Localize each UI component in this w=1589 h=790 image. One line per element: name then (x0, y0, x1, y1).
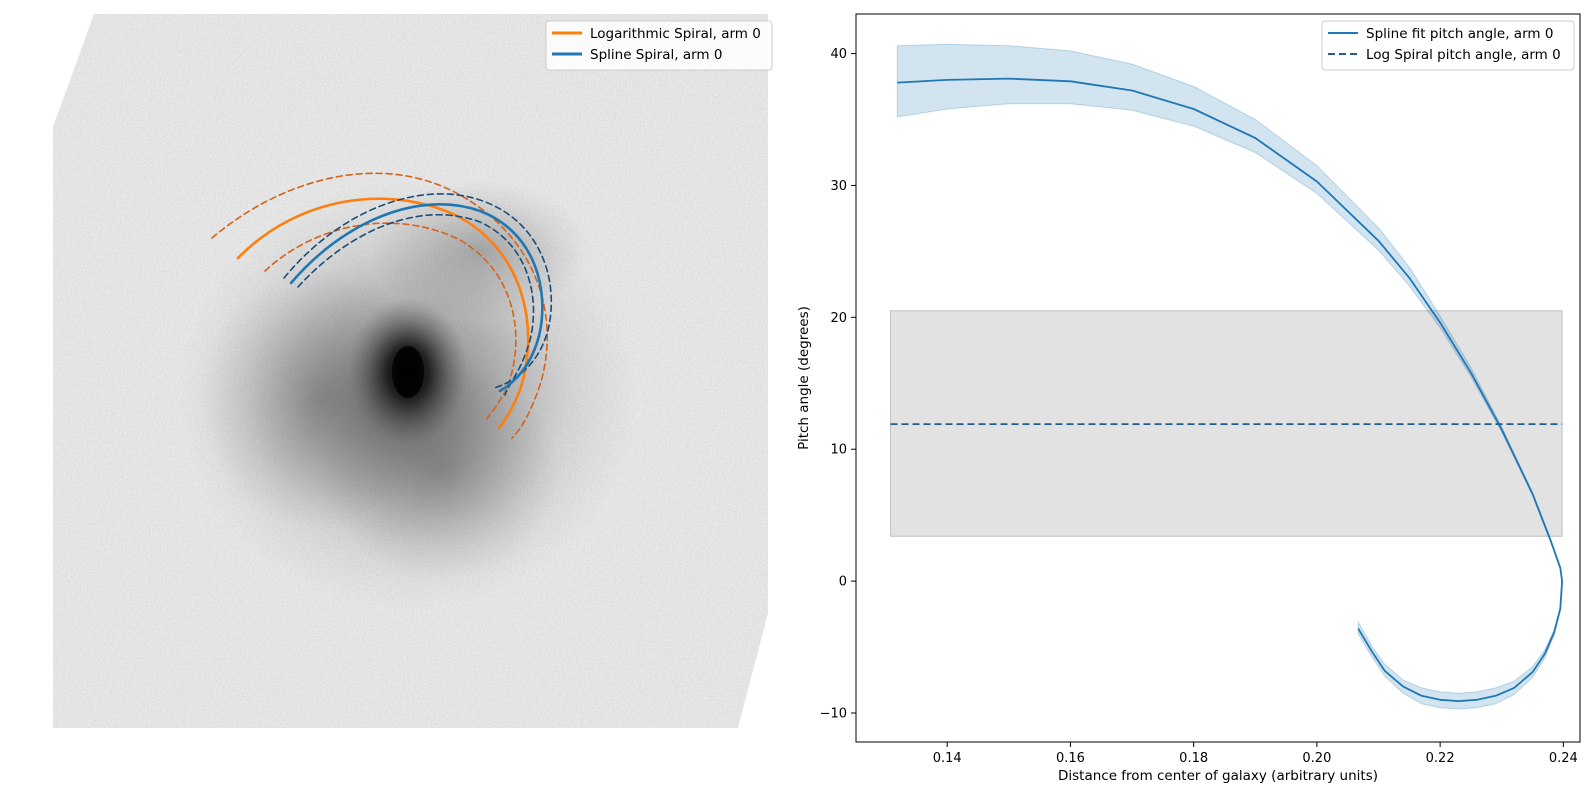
confidence-bands (890, 43, 1563, 710)
y-tick-label: 20 (830, 311, 847, 326)
x-tick-label: 0.22 (1426, 751, 1455, 766)
legend-label-spline-pitch: Spline fit pitch angle, arm 0 (1366, 26, 1553, 42)
x-tick-label: 0.24 (1549, 751, 1578, 766)
y-tick-label: −10 (820, 706, 847, 721)
spline-spiral-inner-bound (297, 214, 535, 396)
plot-frame (855, 13, 1581, 743)
x-axis-ticks: 0.14 0.16 0.18 0.20 0.22 0.24 (933, 742, 1578, 766)
chart-legend: Spline fit pitch angle, arm 0 Log Spiral… (1321, 20, 1575, 71)
log-spiral-outer-bound (211, 172, 548, 439)
legend-label-log-spiral: Logarithmic Spiral, arm 0 (590, 26, 761, 42)
galaxy-image-panel: Logarithmic Spiral, arm 0 Spline Spiral,… (53, 14, 773, 728)
x-tick-label: 0.20 (1302, 751, 1331, 766)
x-tick-label: 0.14 (933, 751, 962, 766)
image-legend: Logarithmic Spiral, arm 0 Spline Spiral,… (545, 20, 773, 71)
spiral-arcs (211, 172, 553, 439)
legend-label-log-pitch: Log Spiral pitch angle, arm 0 (1366, 47, 1561, 63)
y-tick-label: 10 (830, 443, 847, 458)
x-tick-label: 0.18 (1179, 751, 1208, 766)
log-spiral-inner-bound (264, 222, 517, 423)
x-tick-label: 0.16 (1056, 751, 1085, 766)
y-tick-label: 30 (830, 179, 847, 194)
spline-spiral-outer-bound (283, 193, 553, 389)
galaxy-image (53, 14, 768, 728)
y-tick-label: 0 (839, 575, 847, 590)
spline-pitch-band (896, 43, 1563, 710)
y-axis-ticks: −10 0 10 20 30 40 (820, 47, 856, 721)
log-spiral-arc (236, 197, 530, 430)
pitch-angle-chart: 0.14 0.16 0.18 0.20 0.22 0.24 −10 0 10 20 30 40 Di… (796, 13, 1581, 784)
legend-label-spline-spiral: Spline Spiral, arm 0 (590, 47, 722, 63)
spline-pitch-line (897, 77, 1563, 702)
y-tick-label: 40 (830, 47, 847, 62)
x-axis-label: Distance from center of galaxy (arbitrar… (1058, 768, 1378, 784)
y-axis-label: Pitch angle (degrees) (796, 306, 812, 450)
spline-spiral-arc (289, 203, 544, 393)
chart-lines (890, 77, 1563, 702)
